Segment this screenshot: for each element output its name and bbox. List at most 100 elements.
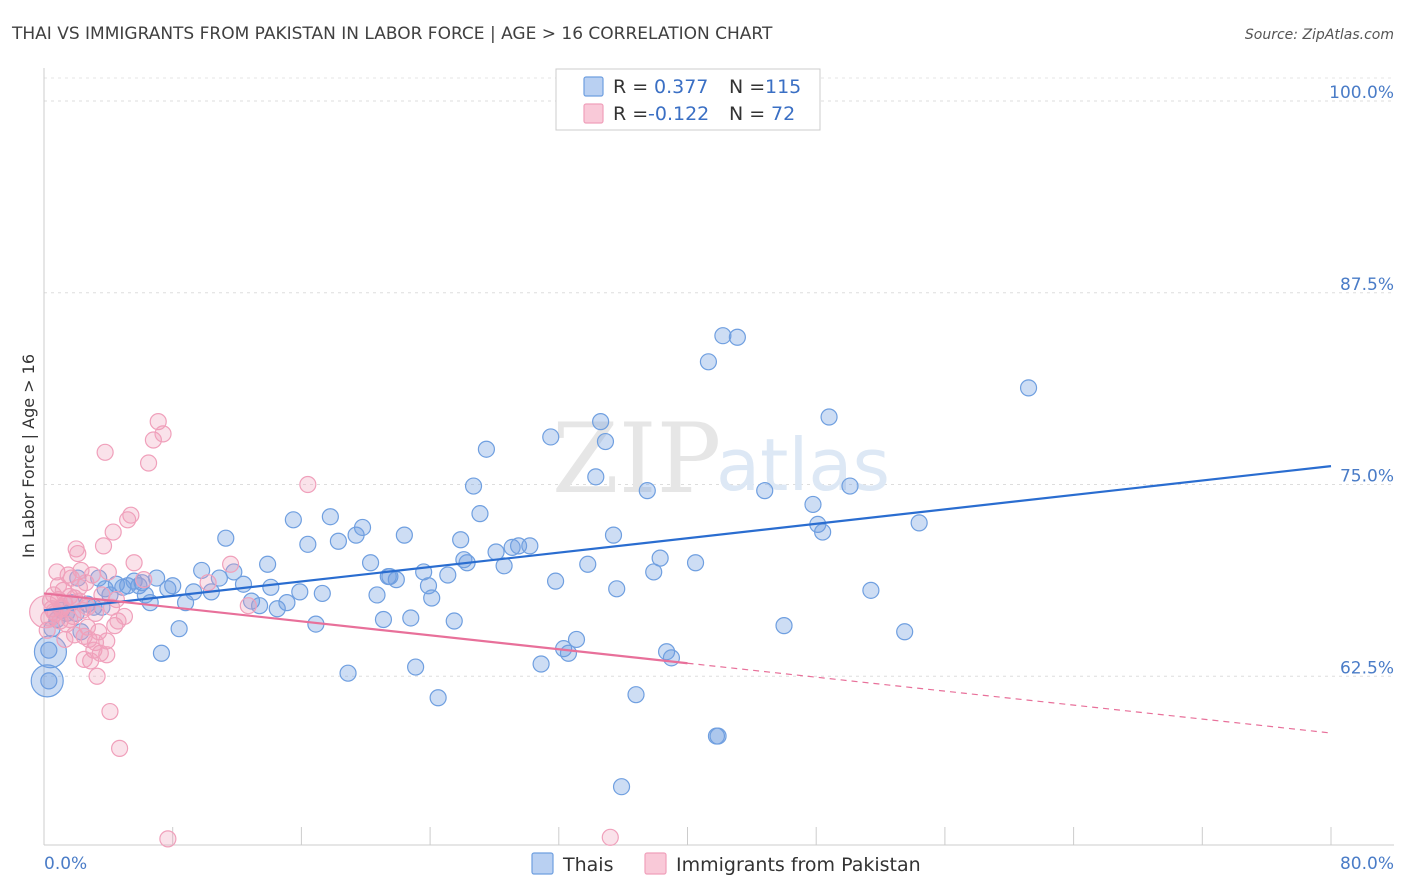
watermark: ZIP atlas	[552, 403, 890, 515]
series-thais	[30, 327, 1038, 796]
y-tick-label: 62.5%	[1340, 658, 1394, 678]
y-tick-label: 75.0%	[1340, 467, 1394, 487]
data-point	[48, 563, 66, 581]
data-point	[299, 475, 317, 494]
y-tick-label: 87.5%	[1340, 275, 1394, 295]
data-point	[429, 689, 447, 707]
data-point	[154, 425, 172, 443]
data-point	[638, 482, 656, 500]
data-point	[144, 431, 162, 449]
data-point	[98, 646, 116, 664]
data-point	[59, 566, 77, 584]
chart-title: THAI VS IMMIGRANTS FROM PAKISTAN IN LABO…	[11, 24, 773, 44]
data-point	[64, 607, 82, 626]
data-point	[402, 609, 420, 627]
legend-swatch-pakistan	[583, 103, 604, 124]
data-point	[503, 538, 521, 557]
data-point	[471, 505, 489, 523]
watermark-atlas: atlas	[716, 423, 890, 507]
data-point	[374, 610, 393, 629]
data-point	[464, 477, 483, 495]
data-point	[686, 554, 705, 572]
data-point	[291, 583, 309, 601]
data-point	[210, 569, 228, 587]
data-point	[78, 618, 97, 636]
data-point	[546, 572, 565, 590]
data-point	[699, 353, 718, 371]
bottom-legend: Thais Immigrants from Pakistan	[531, 852, 921, 876]
data-point	[104, 523, 122, 541]
data-point	[592, 413, 610, 431]
y-tick-label: 100.0%	[1329, 83, 1394, 103]
legend-swatch-thais	[583, 76, 604, 97]
data-point	[222, 555, 240, 573]
legend-r-label-thais: R =	[613, 76, 648, 98]
data-point	[756, 482, 774, 500]
data-point	[477, 440, 496, 458]
data-point	[40, 672, 58, 690]
y-axis-label: In Labor Force | Age > 16	[19, 354, 38, 558]
legend-n-label-pakistan: N =	[729, 103, 765, 125]
data-point	[115, 607, 134, 626]
data-point	[321, 508, 339, 526]
data-point	[587, 468, 605, 486]
data-point	[234, 575, 253, 593]
data-point	[452, 531, 470, 549]
data-point	[455, 551, 473, 569]
legend-box: R = 0.377 N = 115 R = -0.122 N = 72	[555, 68, 821, 131]
data-point	[814, 523, 832, 541]
data-point	[627, 686, 645, 704]
legend-r-value-pakistan: -0.122	[648, 103, 709, 125]
data-point	[268, 600, 286, 618]
data-point	[40, 641, 58, 659]
data-point	[107, 590, 125, 609]
data-point	[159, 830, 177, 848]
data-point	[612, 778, 631, 796]
data-point	[601, 828, 619, 846]
data-point	[262, 578, 280, 596]
data-point	[119, 511, 137, 529]
data-point	[86, 633, 105, 652]
data-point	[445, 612, 463, 630]
watermark-zip: ZIP	[552, 403, 721, 515]
data-point	[604, 526, 623, 544]
data-point	[728, 328, 746, 346]
data-point	[284, 511, 302, 529]
data-point	[532, 655, 550, 673]
data-point	[579, 555, 597, 573]
data-point	[139, 454, 158, 472]
data-point	[896, 623, 914, 641]
bottom-legend-label-pakistan: Immigrants from Pakistan	[676, 854, 921, 876]
data-point	[820, 408, 838, 426]
points-layer	[29, 327, 1038, 848]
data-point	[361, 554, 380, 572]
data-point	[542, 428, 560, 446]
data-point	[521, 537, 539, 555]
data-point	[775, 617, 793, 635]
data-point	[56, 630, 74, 649]
data-point	[101, 702, 119, 721]
data-point	[313, 584, 331, 603]
data-point	[299, 535, 317, 553]
data-point	[1019, 379, 1038, 397]
data-point	[841, 477, 859, 495]
data-point	[329, 532, 348, 550]
data-point	[339, 664, 357, 682]
series-pakistan	[29, 413, 619, 848]
data-point	[75, 650, 93, 668]
bottom-legend-label-thais: Thais	[562, 854, 613, 876]
data-point	[135, 571, 153, 589]
data-point	[353, 518, 372, 537]
data-point	[125, 554, 143, 572]
bottom-legend-swatch-thais	[531, 852, 554, 875]
data-point	[88, 667, 106, 685]
trend-line-pakistan	[43, 592, 688, 665]
bottom-legend-swatch-pakistan	[644, 852, 667, 875]
data-point	[804, 495, 822, 514]
trend-line-thais	[43, 465, 1332, 612]
axes	[43, 68, 1394, 846]
data-point	[439, 566, 457, 584]
data-point	[242, 592, 261, 610]
tick-labels: 62.5% 75.0% 87.5% 100.0% 0.0% 80.0%	[44, 83, 1394, 874]
